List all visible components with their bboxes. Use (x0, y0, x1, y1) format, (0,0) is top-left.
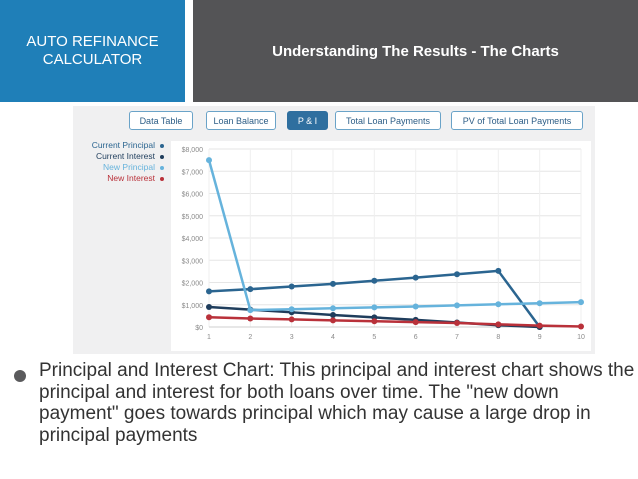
bullet-icon (14, 370, 26, 382)
legend-marker-icon (160, 177, 164, 181)
tab-p-and-i[interactable]: P & I (287, 111, 328, 130)
data-point-current-principal (371, 277, 378, 284)
y-tick-label: $4,000 (182, 236, 204, 243)
data-point-current-principal (495, 267, 502, 274)
x-tick-label: 2 (248, 334, 252, 341)
x-tick-label: 8 (496, 334, 500, 341)
data-point-new-principal (247, 307, 254, 314)
data-point-new-interest (495, 321, 502, 328)
y-tick-label: $2,000 (182, 281, 204, 288)
legend-item-new-principal[interactable]: New Principal (73, 162, 165, 173)
data-point-current-principal (412, 274, 419, 281)
legend-label: New Principal (103, 162, 155, 172)
x-tick-label: 4 (331, 334, 335, 341)
data-point-new-principal (495, 301, 502, 308)
data-point-current-principal (330, 280, 336, 287)
data-point-new-principal (412, 303, 419, 310)
header-calculator-title: AUTO REFINANCE CALCULATOR (0, 0, 185, 102)
slide-title-text: Understanding The Results - The Charts (272, 42, 559, 60)
data-point-current-principal (247, 286, 254, 293)
data-point-new-principal (206, 157, 212, 164)
y-tick-label: $8,000 (182, 147, 204, 154)
legend-marker-icon (160, 166, 164, 170)
bullet-text: Principal and Interest Chart: This princ… (39, 360, 635, 446)
header-title-line2: CALCULATOR (42, 51, 143, 68)
data-point-new-interest (578, 323, 584, 330)
y-tick-label: $3,000 (182, 258, 204, 265)
pi-line-chart: $0 $1,000 $2,000 $3,000 $4,000 $5,000 $6,000 $7… (182, 147, 585, 341)
data-point-new-interest (330, 317, 336, 324)
data-point-new-interest (412, 319, 419, 326)
data-point-current-interest (206, 303, 212, 310)
y-tick-label: $1,000 (182, 303, 204, 310)
y-tick-label: $6,000 (182, 192, 204, 199)
pi-chart: $0 $1,000 $2,000 $3,000 $4,000 $5,000 $6,000 $7… (171, 141, 591, 351)
y-tick-label: $0 (195, 325, 203, 332)
data-point-current-principal (288, 283, 295, 290)
x-tick-label: 9 (538, 334, 542, 341)
legend-marker-icon (160, 155, 164, 159)
x-tick-label: 10 (577, 334, 585, 341)
legend-item-new-interest[interactable]: New Interest (73, 173, 165, 184)
x-tick-label: 1 (207, 334, 211, 341)
legend-label: New Interest (107, 173, 155, 183)
data-point-new-interest (454, 319, 460, 326)
x-tick-label: 7 (455, 334, 459, 341)
legend-item-current-principal[interactable]: Current Principal (73, 140, 165, 151)
data-point-new-principal (371, 304, 378, 311)
x-tick-label: 5 (372, 334, 376, 341)
chart-tabs: Data Table Loan Balance P & I Total Loan… (73, 106, 595, 136)
data-point-current-interest (330, 311, 336, 318)
data-point-new-interest (371, 318, 378, 325)
data-point-new-principal (454, 302, 460, 309)
slide-title: Understanding The Results - The Charts (193, 0, 638, 102)
legend-item-current-interest[interactable]: Current Interest (73, 151, 165, 162)
tab-loan-balance[interactable]: Loan Balance (206, 111, 276, 130)
y-tick-label: $5,000 (182, 214, 204, 221)
data-point-new-principal (288, 306, 295, 313)
tab-total-loan-payments[interactable]: Total Loan Payments (335, 111, 441, 130)
x-tick-label: 6 (414, 334, 418, 341)
data-point-current-principal (206, 288, 212, 295)
data-point-new-principal (536, 300, 543, 307)
data-point-current-principal (454, 271, 460, 278)
data-point-new-interest (206, 314, 212, 321)
x-tick-label: 3 (290, 334, 294, 341)
data-point-new-principal (578, 299, 584, 306)
tab-data-table[interactable]: Data Table (129, 111, 193, 130)
data-point-new-interest (536, 322, 543, 329)
chart-panel: Data Table Loan Balance P & I Total Loan… (73, 106, 595, 354)
header-title-line1: AUTO REFINANCE (26, 33, 159, 50)
tab-pv-total-loan-payments[interactable]: PV of Total Loan Payments (451, 111, 583, 130)
data-point-new-principal (330, 305, 336, 312)
legend-marker-icon (160, 144, 164, 148)
data-point-new-interest (247, 315, 254, 322)
legend-label: Current Principal (91, 140, 155, 150)
legend-label: Current Interest (95, 151, 155, 161)
y-tick-label: $7,000 (182, 169, 204, 176)
data-point-new-interest (288, 316, 295, 323)
chart-legend: Current Principal Current Interest New P… (73, 140, 165, 184)
series-line-new-principal (207, 159, 582, 312)
series-line-new-interest (208, 315, 582, 328)
